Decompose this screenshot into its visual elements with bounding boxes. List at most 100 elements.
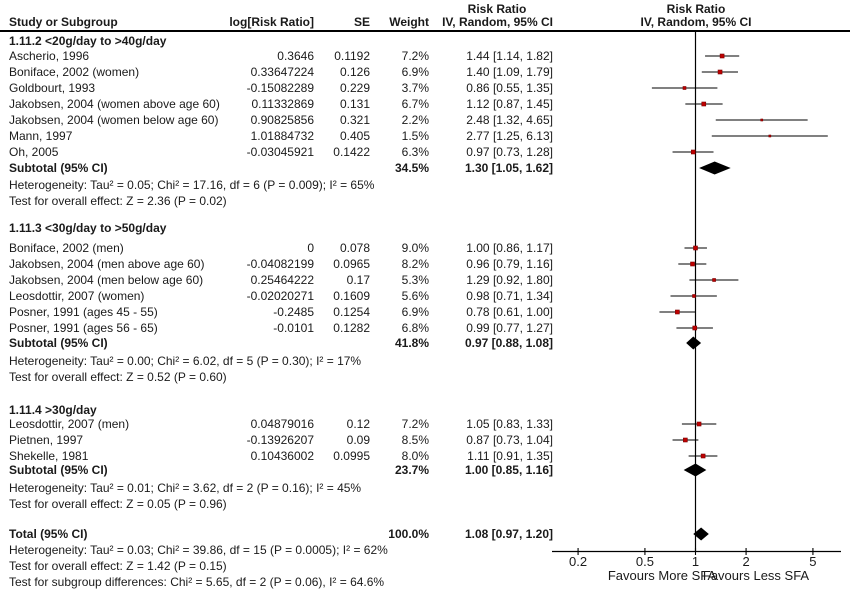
plot-column-title: Risk Ratio — [666, 2, 726, 16]
heterogeneity-text: Heterogeneity: Tau² = 0.01; Chi² = 3.62,… — [9, 481, 362, 495]
se-value: 0.405 — [339, 129, 370, 143]
total-label: Total (95% CI) — [9, 527, 88, 541]
se-value: 0.1609 — [333, 289, 370, 303]
se-value: 0.1192 — [334, 49, 370, 63]
weight-value: 8.0% — [401, 449, 429, 463]
effect-marker — [701, 101, 707, 107]
overall-effect-text: Test for overall effect: Z = 0.05 (P = 0… — [9, 497, 227, 511]
log-rr-value: 0.90825856 — [250, 113, 314, 127]
weight-value: 6.9% — [401, 65, 429, 79]
ci-value: 1.40 [1.09, 1.79] — [466, 65, 553, 79]
column-header-weight: Weight — [389, 15, 429, 29]
group-header: 1.11.4 >30g/day — [9, 403, 97, 417]
ci-value: 1.11 [0.91, 1.35] — [467, 449, 553, 463]
effect-marker — [682, 86, 687, 90]
effect-marker — [719, 53, 725, 59]
axis-label-right: Favours Less SFA — [703, 568, 810, 583]
effect-marker — [683, 437, 688, 443]
weight-value: 3.7% — [401, 81, 429, 95]
study-name: Shekelle, 1981 — [9, 449, 89, 463]
ci-value: 1.29 [0.92, 1.80] — [466, 273, 553, 287]
ci-value: 0.78 [0.61, 1.00] — [466, 305, 553, 319]
se-value: 0.0995 — [333, 449, 370, 463]
log-rr-value: -0.02020271 — [246, 289, 314, 303]
effect-marker — [717, 69, 723, 75]
effect-marker — [692, 325, 698, 331]
se-value: 0.078 — [339, 241, 370, 255]
study-name: Boniface, 2002 (men) — [9, 241, 124, 255]
study-name: Posner, 1991 (ages 56 - 65) — [9, 321, 158, 335]
study-name: Leosdottir, 2007 (men) — [9, 417, 130, 431]
se-value: 0.17 — [346, 273, 370, 287]
total-ci: 1.08 [0.97, 1.20] — [464, 527, 553, 541]
weight-value: 6.8% — [401, 321, 429, 335]
group-header: 1.11.2 <20g/day to >40g/day — [9, 34, 167, 48]
se-value: 0.1254 — [333, 305, 370, 319]
ci-value: 0.87 [0.73, 1.04] — [466, 433, 553, 447]
column-header-log-rr: log[Risk Ratio] — [229, 15, 314, 29]
log-rr-value: 0.10436002 — [250, 449, 314, 463]
ci-value: 2.77 [1.25, 6.13] — [466, 129, 553, 143]
ci-value: 0.98 [0.71, 1.34] — [466, 289, 553, 303]
weight-value: 9.0% — [401, 241, 429, 255]
overall-effect-text: Test for overall effect: Z = 0.52 (P = 0… — [9, 370, 227, 384]
effect-marker — [690, 261, 695, 267]
weight-value: 7.2% — [401, 417, 429, 431]
group-header: 1.11.3 <30g/day to >50g/day — [9, 221, 167, 235]
se-value: 0.12 — [346, 417, 370, 431]
log-rr-value: 1.01884732 — [250, 129, 314, 143]
subtotal-ci: 1.00 [0.85, 1.16] — [464, 463, 553, 477]
subtotal-weight: 34.5% — [394, 161, 429, 175]
axis-label-left: Favours More SFA — [608, 568, 717, 583]
log-rr-value: -0.03045921 — [246, 145, 314, 159]
effect-marker — [700, 453, 706, 459]
overall-effect-text: Test for overall effect: Z = 2.36 (P = 0… — [9, 194, 227, 208]
subtotal-ci: 0.97 [0.88, 1.08] — [464, 336, 553, 350]
subtotal-diamond — [683, 463, 707, 477]
subgroup-differences-text: Test for subgroup differences: Chi² = 5.… — [9, 575, 385, 589]
ci-value: 0.96 [0.79, 1.16] — [466, 257, 553, 271]
effect-column-title: Risk Ratio — [467, 2, 527, 16]
log-rr-value: 0.33647224 — [250, 65, 314, 79]
study-name: Goldbourt, 1993 — [9, 81, 96, 95]
effect-marker — [692, 294, 696, 298]
plot-column-subtitle: IV, Random, 95% CI — [640, 15, 752, 29]
weight-value: 2.2% — [401, 113, 429, 127]
se-value: 0.1422 — [333, 145, 370, 159]
study-name: Leosdottir, 2007 (women) — [9, 289, 145, 303]
column-header-ci: IV, Random, 95% CI — [442, 15, 553, 29]
se-value: 0.131 — [339, 97, 370, 111]
ci-value: 1.05 [0.83, 1.33] — [466, 417, 553, 431]
ci-value: 1.44 [1.14, 1.82] — [466, 49, 553, 63]
axis-tick-label: 0.5 — [636, 554, 654, 569]
axis-tick-label: 5 — [809, 554, 816, 569]
subtotal-label: Subtotal (95% CI) — [9, 336, 108, 350]
se-value: 0.321 — [339, 113, 370, 127]
axis-tick-label: 0.2 — [569, 554, 587, 569]
weight-value: 1.5% — [401, 129, 429, 143]
weight-value: 7.2% — [401, 49, 429, 63]
log-rr-value: 0 — [307, 241, 314, 255]
weight-value: 5.3% — [401, 273, 429, 287]
effect-marker — [690, 149, 696, 155]
subtotal-diamond — [686, 336, 702, 350]
log-rr-value: 0.3646 — [277, 49, 314, 63]
study-name: Mann, 1997 — [9, 129, 73, 143]
total-heterogeneity-text: Heterogeneity: Tau² = 0.03; Chi² = 39.86… — [9, 543, 388, 557]
total-overall-effect-text: Test for overall effect: Z = 1.42 (P = 0… — [9, 559, 227, 573]
total-diamond — [693, 527, 709, 541]
se-value: 0.229 — [339, 81, 370, 95]
se-value: 0.1282 — [333, 321, 370, 335]
ci-value: 0.97 [0.73, 1.28] — [466, 145, 553, 159]
se-value: 0.126 — [339, 65, 370, 79]
weight-value: 5.6% — [401, 289, 429, 303]
study-name: Jakobsen, 2004 (men above age 60) — [9, 257, 205, 271]
total-weight: 100.0% — [388, 527, 429, 541]
effect-marker — [696, 421, 702, 427]
effect-marker — [693, 245, 698, 251]
ci-value: 2.48 [1.32, 4.65] — [466, 113, 553, 127]
weight-value: 8.2% — [401, 257, 429, 271]
se-value: 0.0965 — [333, 257, 370, 271]
axis-tick-label: 2 — [742, 554, 749, 569]
